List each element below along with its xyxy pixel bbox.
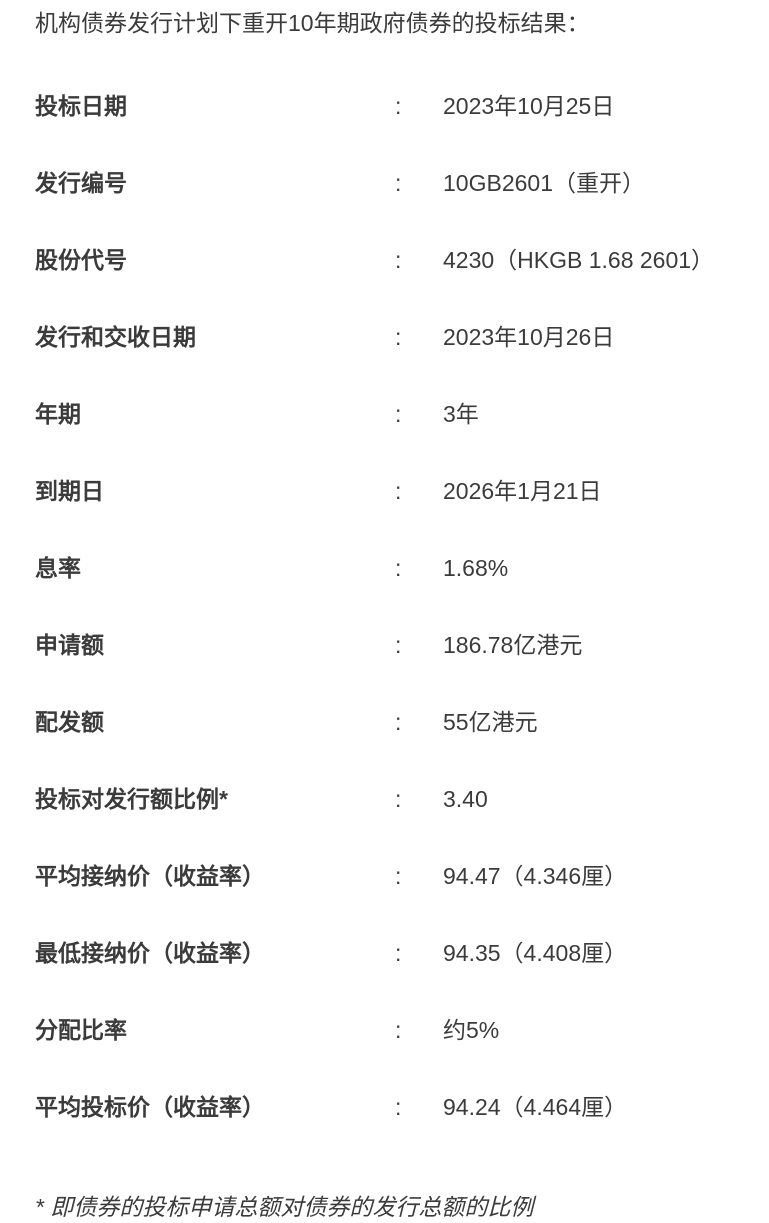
row-value: 1.68% [443, 555, 509, 581]
row-value: 94.35（4.408厘） [443, 940, 628, 966]
row-value: 94.24（4.464厘） [443, 1094, 628, 1120]
table-row: 投标对发行额比例* : 3.40 [35, 783, 741, 815]
row-label: 分配比率 [35, 1017, 127, 1043]
row-value: 10GB2601（重开） [443, 170, 645, 196]
row-label: 最低接纳价（收益率） [35, 940, 265, 966]
row-value: 2023年10月26日 [443, 324, 615, 350]
row-colon-separator: : [395, 170, 402, 196]
row-value: 55亿港元 [443, 709, 538, 735]
row-label: 投标日期 [35, 93, 127, 119]
footnote: * 即债券的投标申请总额对债券的发行总额的比例 [35, 1194, 534, 1220]
row-label: 平均投标价（收益率） [35, 1094, 265, 1120]
row-colon-separator: : [395, 93, 402, 119]
row-label: 平均接纳价（收益率） [35, 863, 265, 889]
table-row: 投标日期 : 2023年10月25日 [35, 90, 741, 122]
row-colon-separator: : [395, 632, 402, 658]
row-label: 股份代号 [35, 247, 127, 273]
row-colon-separator: : [395, 324, 402, 350]
table-row: 到期日 : 2026年1月21日 [35, 475, 741, 507]
table-row: 息率 : 1.68% [35, 552, 741, 584]
table-row: 申请额 : 186.78亿港元 [35, 629, 741, 661]
row-value: 2026年1月21日 [443, 478, 602, 504]
page-title: 机构债券发行计划下重开10年期政府债券的投标结果： [35, 10, 590, 36]
row-colon-separator: : [395, 786, 402, 812]
table-row: 年期 : 3年 [35, 398, 741, 430]
table-row: 股份代号 : 4230（HKGB 1.68 2601） [35, 244, 741, 276]
row-colon-separator: : [395, 1017, 402, 1043]
row-label: 投标对发行额比例* [35, 786, 228, 812]
row-colon-separator: : [395, 555, 402, 581]
row-value: 3.40 [443, 786, 488, 812]
row-label: 发行编号 [35, 170, 127, 196]
row-value: 186.78亿港元 [443, 632, 583, 658]
row-colon-separator: : [395, 940, 402, 966]
row-colon-separator: : [395, 1094, 402, 1120]
row-label: 配发额 [35, 709, 104, 735]
row-label: 发行和交收日期 [35, 324, 196, 350]
row-value: 94.47（4.346厘） [443, 863, 628, 889]
row-label: 申请额 [35, 632, 104, 658]
row-value: 2023年10月25日 [443, 93, 615, 119]
row-label: 息率 [35, 555, 81, 581]
row-label: 年期 [35, 401, 81, 427]
row-colon-separator: : [395, 401, 402, 427]
row-colon-separator: : [395, 478, 402, 504]
table-row: 最低接纳价（收益率） : 94.35（4.408厘） [35, 937, 741, 969]
row-value: 约5% [443, 1017, 500, 1043]
row-colon-separator: : [395, 709, 402, 735]
table-row: 发行编号 : 10GB2601（重开） [35, 167, 741, 199]
tender-results-table: 投标日期 : 2023年10月25日 发行编号 : 10GB2601（重开） 股… [35, 90, 741, 1123]
table-row: 平均接纳价（收益率） : 94.47（4.346厘） [35, 860, 741, 892]
row-colon-separator: : [395, 863, 402, 889]
row-label: 到期日 [35, 478, 104, 504]
table-row: 配发额 : 55亿港元 [35, 706, 741, 738]
row-value: 4230（HKGB 1.68 2601） [443, 247, 715, 273]
table-row: 发行和交收日期 : 2023年10月26日 [35, 321, 741, 353]
row-colon-separator: : [395, 247, 402, 273]
row-value: 3年 [443, 401, 479, 427]
table-row: 分配比率 : 约5% [35, 1014, 741, 1046]
table-row: 平均投标价（收益率） : 94.24（4.464厘） [35, 1091, 741, 1123]
